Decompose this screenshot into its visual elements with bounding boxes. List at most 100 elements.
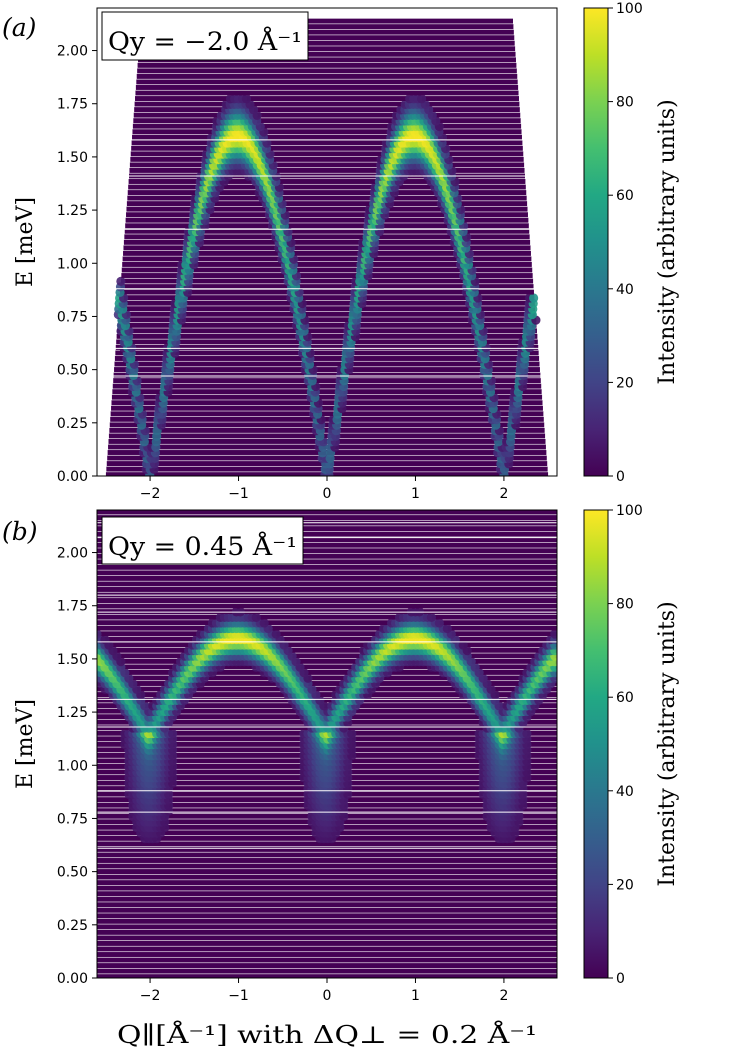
colorbar-a-ticks: 0 20 40 60 80 100 (608, 1, 643, 485)
heatmap-b-row (97, 907, 557, 913)
heatmap-a-row (124, 228, 530, 234)
heatmap-b-point (442, 623, 452, 634)
heatmap-b-row (97, 587, 557, 592)
heatmap-a-row (117, 328, 537, 334)
heatmap-b-row (97, 526, 557, 532)
heatmap-b-row (97, 841, 557, 847)
ticks-b: −2 −1 0 1 2 0.00 0.25 0.50 0.75 1.00 1.25 1.50 1.75 2… (57, 546, 509, 1004)
colorbar-tick-label-b: 0 (616, 971, 625, 987)
heatmap-a-point (529, 293, 539, 303)
x-axis-label: Q∥[Å⁻¹] with ΔQ⊥ = 0.2 Å⁻¹ (117, 1020, 537, 1049)
heatmap-b-row (97, 869, 557, 875)
heatmap-a-row (134, 107, 520, 113)
heatmap-b-point (271, 629, 281, 639)
heatmap-a-row (140, 24, 514, 30)
y-tick-label-b: 0.50 (57, 865, 88, 881)
x-tick-label-b: −2 (140, 988, 161, 1004)
heatmap-b-row (97, 963, 557, 969)
heatmap-a-row (140, 29, 514, 35)
heatmap-a-row (109, 427, 545, 433)
heatmap-a-row (133, 112, 521, 118)
heatmap-b-row (97, 647, 557, 653)
colorbar-tick-label-a: 80 (616, 95, 634, 111)
heatmap-a-row (136, 79, 518, 85)
heatmap-a-row (138, 51, 516, 57)
heatmap-a-row (114, 361, 540, 367)
heatmap-a-row (125, 223, 529, 229)
x-tick-label-a: −1 (228, 486, 249, 502)
y-tick-label-a: 0.75 (57, 309, 88, 325)
y-tick-label-a: 0.25 (57, 416, 88, 432)
heatmap-a-row (130, 156, 524, 162)
heatmap-b-row (97, 515, 557, 521)
heatmap-b-point (100, 634, 110, 645)
heatmap-a-row (126, 212, 528, 218)
x-tick-label-b: 2 (499, 988, 508, 1004)
colorbar-tick-label-a: 0 (616, 469, 625, 485)
heatmap-a-row (119, 300, 535, 306)
heatmap-b-row (97, 968, 557, 974)
y-tick-label-a: 1.00 (57, 256, 88, 272)
panel-label-b: (b) (2, 517, 38, 546)
heatmap-a-row (131, 140, 523, 146)
colorbar-b-ticks: 0 20 40 60 80 100 (608, 503, 643, 987)
heatmap-b-point (550, 629, 557, 639)
heatmap-b-point (426, 612, 436, 623)
colorbar-b-label: Intensity (arbitrary units) (655, 601, 680, 886)
y-tick-label-b: 0.25 (57, 918, 88, 934)
heatmap-b (97, 510, 557, 978)
heatmap-b-row (97, 631, 557, 637)
heatmap-b-row (97, 974, 557, 978)
heatmap-a-point (241, 94, 252, 104)
heatmap-a-row (131, 145, 523, 151)
colorbar-a: 0 20 40 60 80 100 Intensity (arbitrary units) (583, 1, 680, 485)
heatmap-b-row (97, 537, 557, 543)
heatmap-a-row (115, 350, 539, 356)
heatmap-b-row (97, 929, 557, 935)
heatmap-a-row (117, 322, 537, 328)
colorbar-tick-label-a: 60 (616, 188, 634, 204)
y-tick-label-b: 1.00 (57, 758, 88, 774)
heatmap-a-row (121, 267, 533, 273)
heatmap-b-point (522, 728, 532, 739)
heatmap-a-row (135, 90, 519, 96)
heatmap-a-row (116, 333, 538, 339)
heatmap-b-row (97, 675, 557, 681)
y-tick-label-a: 1.25 (57, 203, 88, 219)
colorbar-tick-label-b: 80 (616, 597, 634, 613)
heatmap-b-row (97, 653, 557, 659)
colorbar-tick-label-b: 100 (616, 503, 643, 519)
heatmap-a-point (116, 276, 126, 286)
heatmap-b-row (97, 692, 557, 698)
heatmap-a-row (127, 195, 527, 201)
panel-label-a: (a) (2, 13, 36, 42)
colorbar-tick-label-a: 40 (616, 282, 634, 298)
heatmap-b-row (97, 697, 557, 703)
heatmap-a-row (133, 118, 521, 124)
heatmap-a (97, 18, 557, 476)
y-tick-label-b: 0.00 (57, 971, 88, 987)
heatmap-a-row (111, 405, 543, 411)
heatmap-b-row (97, 935, 557, 941)
x-tick-label-b: 0 (323, 988, 332, 1004)
heatmap-a-row (123, 250, 531, 256)
heatmap-b-row (97, 598, 557, 603)
heatmap-a-row (110, 416, 544, 422)
heatmap-a-row (127, 190, 527, 196)
heatmap-b-row (97, 880, 557, 886)
panel-b: −2 −1 0 1 2 0.00 0.25 0.50 0.75 1.00 1.25 1.50 1.75 2… (2, 503, 680, 1049)
y-axis-label-a: E [meV] (13, 197, 38, 287)
y-tick-label-b: 1.75 (57, 599, 88, 615)
x-tick-label-b: 1 (411, 988, 420, 1004)
qy-annotation-a-text: Qy = −2.0 Å⁻¹ (108, 26, 302, 56)
heatmap-b-row (97, 918, 557, 924)
heatmap-b-row (97, 896, 557, 902)
heatmap-a-row (111, 394, 543, 400)
heatmap-b-point (347, 728, 357, 739)
heatmap-a-row (112, 383, 542, 389)
x-tick-label-a: 2 (499, 486, 508, 502)
x-tick-label-a: 0 (323, 486, 332, 502)
heatmap-a-row (113, 372, 541, 378)
heatmap-b-row (97, 614, 557, 620)
